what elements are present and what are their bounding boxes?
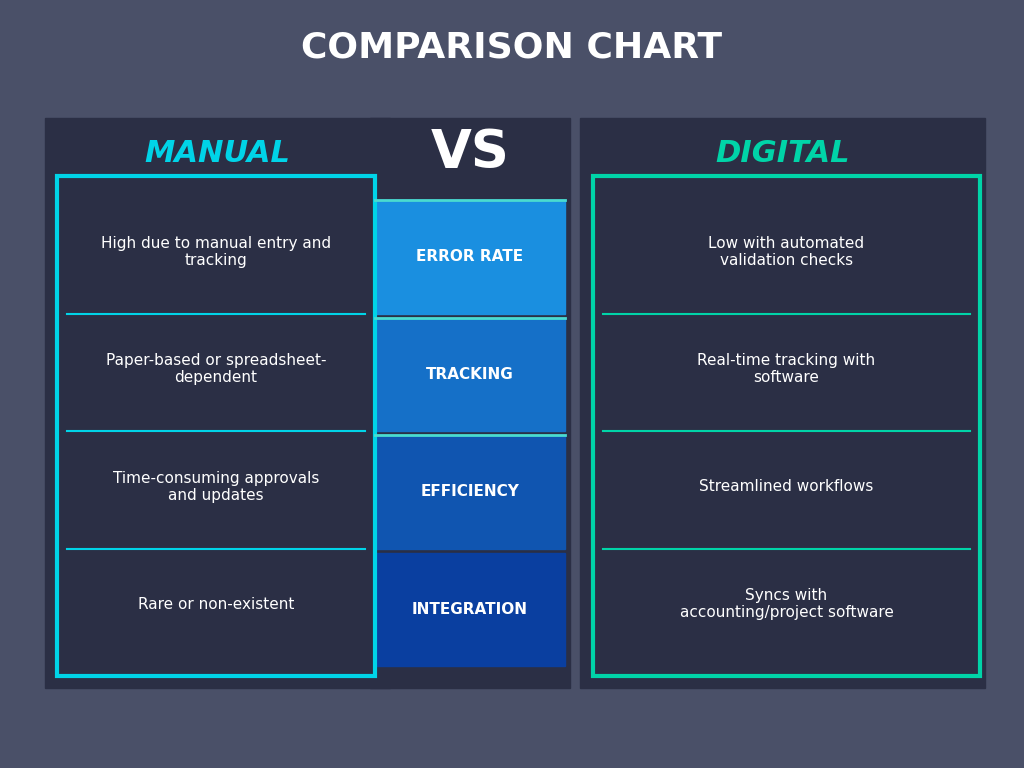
Text: TRACKING: TRACKING — [426, 367, 514, 382]
Bar — [375, 435, 565, 548]
Bar — [370, 118, 570, 688]
Text: Low with automated
validation checks: Low with automated validation checks — [709, 236, 864, 268]
Text: Streamlined workflows: Streamlined workflows — [699, 479, 873, 495]
Text: Real-time tracking with
software: Real-time tracking with software — [697, 353, 876, 386]
Bar — [580, 118, 985, 688]
Bar — [375, 317, 565, 431]
Text: High due to manual entry and
tracking: High due to manual entry and tracking — [101, 236, 331, 268]
Bar — [375, 552, 565, 666]
FancyBboxPatch shape — [45, 118, 385, 688]
Text: VS: VS — [430, 127, 509, 179]
Text: Syncs with
accounting/project software: Syncs with accounting/project software — [680, 588, 893, 621]
Text: ERROR RATE: ERROR RATE — [417, 250, 523, 264]
Text: Paper-based or spreadsheet-
dependent: Paper-based or spreadsheet- dependent — [105, 353, 327, 386]
Bar — [593, 176, 980, 676]
FancyBboxPatch shape — [585, 118, 965, 688]
FancyBboxPatch shape — [375, 118, 565, 688]
Text: EFFICIENCY: EFFICIENCY — [421, 485, 519, 499]
Bar — [45, 118, 390, 688]
Text: COMPARISON CHART: COMPARISON CHART — [301, 31, 723, 65]
Text: Rare or non-existent: Rare or non-existent — [138, 597, 294, 612]
Bar — [375, 200, 565, 313]
Text: DIGITAL: DIGITAL — [715, 138, 850, 167]
Text: Time-consuming approvals
and updates: Time-consuming approvals and updates — [113, 471, 319, 503]
Bar — [57, 176, 375, 676]
Text: INTEGRATION: INTEGRATION — [412, 602, 528, 617]
Text: MANUAL: MANUAL — [144, 138, 291, 167]
